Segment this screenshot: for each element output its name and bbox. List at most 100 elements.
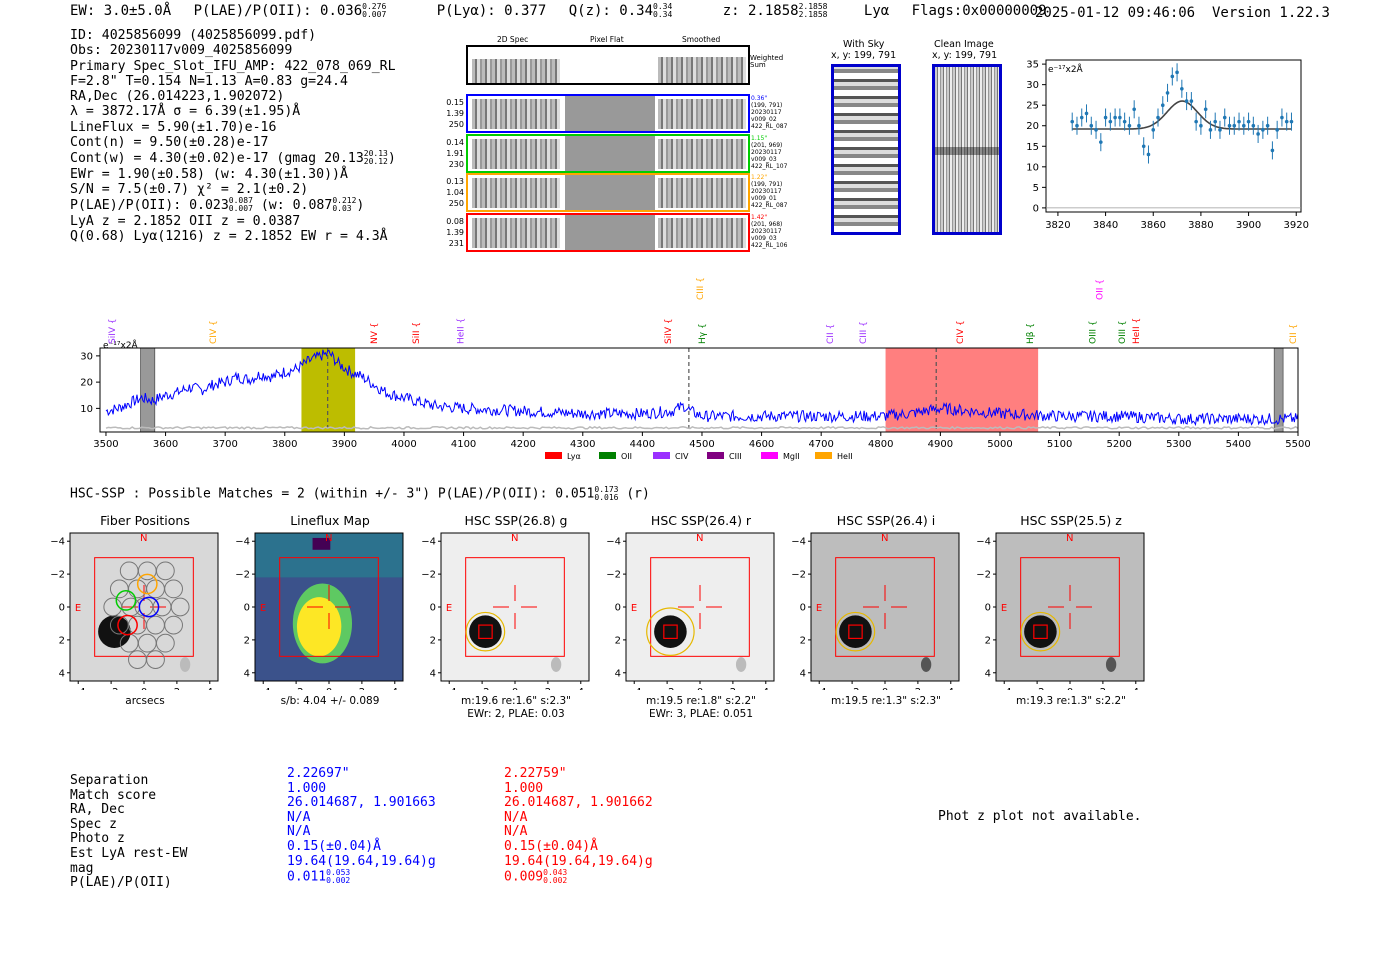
panel-xtick-label: −2 [104, 687, 119, 690]
panel-ytick-label: 0 [985, 603, 991, 614]
plae-value: P(LAE)/P(OII): 0.0360.276 0.007 [193, 2, 387, 20]
qz-value: Q(z): 0.340.34 0.34 [568, 2, 673, 20]
row-right-value: (199, 791) [751, 181, 783, 188]
spectrum-line [105, 349, 1299, 427]
row-label: Spec z [70, 816, 117, 832]
with-sky-image [831, 64, 901, 235]
emission-line-marker: CIII { [859, 321, 869, 344]
error-spectrum [105, 425, 1299, 430]
fit-data-point [1141, 144, 1146, 149]
weighted-2dspec [472, 59, 560, 83]
panel-background [811, 533, 959, 681]
panel-background [70, 533, 218, 681]
row-2dspec [472, 138, 560, 169]
row-left-value: 230 [448, 159, 464, 169]
panel-title: HSC SSP(25.5) z [1020, 513, 1122, 528]
fit-data-point [1075, 123, 1079, 128]
legend-swatch [599, 452, 616, 459]
fit-data-point [1251, 123, 1256, 128]
spec-xtick-label: 4100 [451, 439, 476, 450]
fiber-circle [164, 615, 183, 635]
row-2dspec [472, 178, 560, 208]
info-plae: P(LAE)/P(OII): 0.0230.087 0.007 (w: 0.087… [70, 196, 365, 214]
fiber-green [115, 590, 137, 611]
aperture-box [465, 557, 565, 657]
panel-ytick-label: 4 [244, 668, 250, 679]
fit-data-point [1165, 91, 1170, 95]
fit-data-point [1194, 119, 1198, 124]
match-1-specz: N/A [287, 809, 311, 825]
imaging-panel: N E −4 4 −2 2 0 0 2 −2 4 −4 [791, 532, 960, 690]
aperture-box [1020, 557, 1120, 657]
panel-subtitle: s/b: 4.04 +/- 0.089 [280, 695, 380, 707]
fit-data-point [1189, 99, 1194, 103]
fiber-red [117, 614, 138, 636]
emission-line-label: CII { [1289, 324, 1299, 344]
row-right-labels: 1.15" (201, 969) 20230117 v009_03 422_RL_107 [751, 135, 787, 170]
info-lineflux: LineFlux = 5.90(±1.70)e-16 [70, 119, 277, 135]
row-right-value: 1.22" [751, 174, 768, 181]
panel-ytick-label: 2 [985, 635, 991, 646]
fit-data-point [1261, 128, 1265, 132]
header-line: EW: 3.0±5.0Å P(LAE)/P(OII): 0.0360.276 0.… [70, 2, 1061, 20]
row-left-labels: 0.13 1.04 250 [440, 176, 464, 209]
row-right-value: 422_RL_107 [751, 162, 788, 170]
panel-xtick-label: −4 [442, 687, 457, 690]
panel-ytick-label: 2 [244, 635, 250, 646]
row-left-labels: 0.15 1.39 250 [440, 97, 464, 130]
legend-swatch [545, 452, 562, 459]
row-left-value: 0.15 [446, 98, 464, 107]
row-label: Est LyA rest-EW [70, 845, 188, 861]
plya-value: P(Lyα): 0.377 [436, 3, 547, 19]
fit-data-point [1127, 123, 1132, 128]
fit-ytick-label: 25 [1026, 101, 1039, 112]
panel-xtick-label: −2 [660, 687, 675, 690]
panel-xtick-label: −2 [1030, 687, 1045, 690]
panel-xtick-label: −2 [289, 687, 304, 690]
fit-data-point [1084, 111, 1089, 116]
fit-data-point [1180, 86, 1184, 91]
match-1-photoz: N/A [287, 824, 311, 840]
spec-xtick-label: 4000 [391, 439, 416, 450]
match-2-plae: 0.0090.043 0.002 [504, 868, 568, 886]
emission-line-marker: CIV { [209, 320, 219, 344]
panel-xtick-label: 0 [1067, 687, 1073, 690]
fit-xtick-label: 3900 [1236, 220, 1261, 231]
legend-swatch [761, 452, 778, 459]
panel-ytick-label: 0 [59, 603, 65, 614]
emission-line-marker: NV { [370, 323, 380, 344]
detection-info: ID: 4025856099 (4025856099.pdf) Obs: 202… [70, 28, 396, 244]
panel-subtitle: m:19.3 re:1.3" s:2.2" [1016, 695, 1126, 707]
bright-source [1024, 615, 1057, 648]
fit-data-point [1184, 99, 1189, 103]
match-1-separation: 2.22697" [287, 766, 350, 781]
match-2-ew: 0.15(±0.04)Å [504, 838, 598, 854]
info-fiber-params: F=2.8" T=0.154 N=1.13 A=0.83 g=24.4 [70, 73, 348, 89]
match-ellipse [1020, 611, 1061, 652]
emission-line-marker: OII { [1096, 279, 1106, 300]
panel-ytick-label: −2 [606, 570, 621, 581]
panel-xtick-label: 2 [730, 687, 736, 690]
lineflux-peak [296, 597, 342, 657]
row-right-value: 20230117 [751, 148, 782, 156]
fit-data-point [1222, 115, 1227, 120]
emission-line-label: CIII { [696, 277, 706, 300]
timestamp: 2025-01-12 09:46:06 [1034, 5, 1196, 21]
info-id: ID: 4025856099 (4025856099.pdf) [70, 28, 317, 43]
compass-east: E [631, 603, 637, 614]
match-1-plae: 0.0110.053 0.002 [287, 868, 351, 886]
aperture-box [650, 557, 750, 657]
spec-xtick-label: 4700 [808, 439, 833, 450]
row-right-value: 422_RL_087 [751, 123, 788, 130]
fit-data-point [1137, 123, 1141, 128]
legend-swatch [815, 452, 832, 459]
row-smoothed [658, 178, 746, 208]
row-pixelflat [565, 135, 655, 171]
bright-source [98, 615, 131, 648]
spec-xtick-label: 4400 [630, 439, 655, 450]
row-left-value: 1.04 [446, 188, 464, 197]
col-label-2dspec: 2D Spec [497, 35, 529, 44]
match-ellipse [646, 607, 695, 656]
fit-frame [1045, 59, 1302, 213]
match-1-ew: 0.15(±0.04)Å [287, 838, 381, 854]
